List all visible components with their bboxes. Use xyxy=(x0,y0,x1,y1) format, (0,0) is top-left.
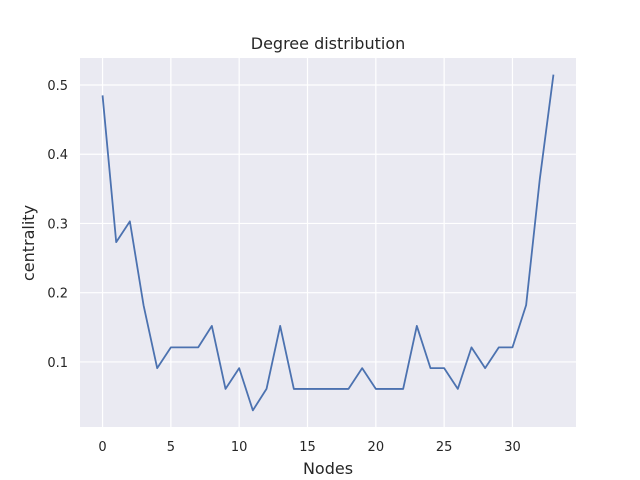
series-layer xyxy=(101,74,555,412)
x-tick-label: 25 xyxy=(436,440,453,455)
series-line xyxy=(101,74,555,412)
y-tick-label: 0.5 xyxy=(47,79,68,94)
x-tick-label: 0 xyxy=(98,440,106,455)
x-axis-ticks: 0 5 10 15 20 25 30 xyxy=(98,440,520,455)
x-tick-label: 15 xyxy=(299,440,316,455)
y-tick-label: 0.3 xyxy=(47,217,68,232)
x-tick-label: 20 xyxy=(368,440,385,455)
chart-title: Degree distribution xyxy=(251,34,406,53)
x-tick-label: 5 xyxy=(167,440,175,455)
grid-lines xyxy=(80,58,576,427)
x-axis-label: Nodes xyxy=(303,459,353,478)
x-tick-label: 30 xyxy=(504,440,521,455)
y-axis-label: centrality xyxy=(19,205,38,281)
y-tick-label: 0.2 xyxy=(47,287,68,302)
x-tick-label: 10 xyxy=(231,440,248,455)
y-tick-label: 0.4 xyxy=(47,148,68,163)
y-axis-ticks: 0.1 0.2 0.3 0.4 0.5 xyxy=(47,79,68,371)
plot-background xyxy=(80,58,576,427)
y-tick-label: 0.1 xyxy=(47,356,68,371)
